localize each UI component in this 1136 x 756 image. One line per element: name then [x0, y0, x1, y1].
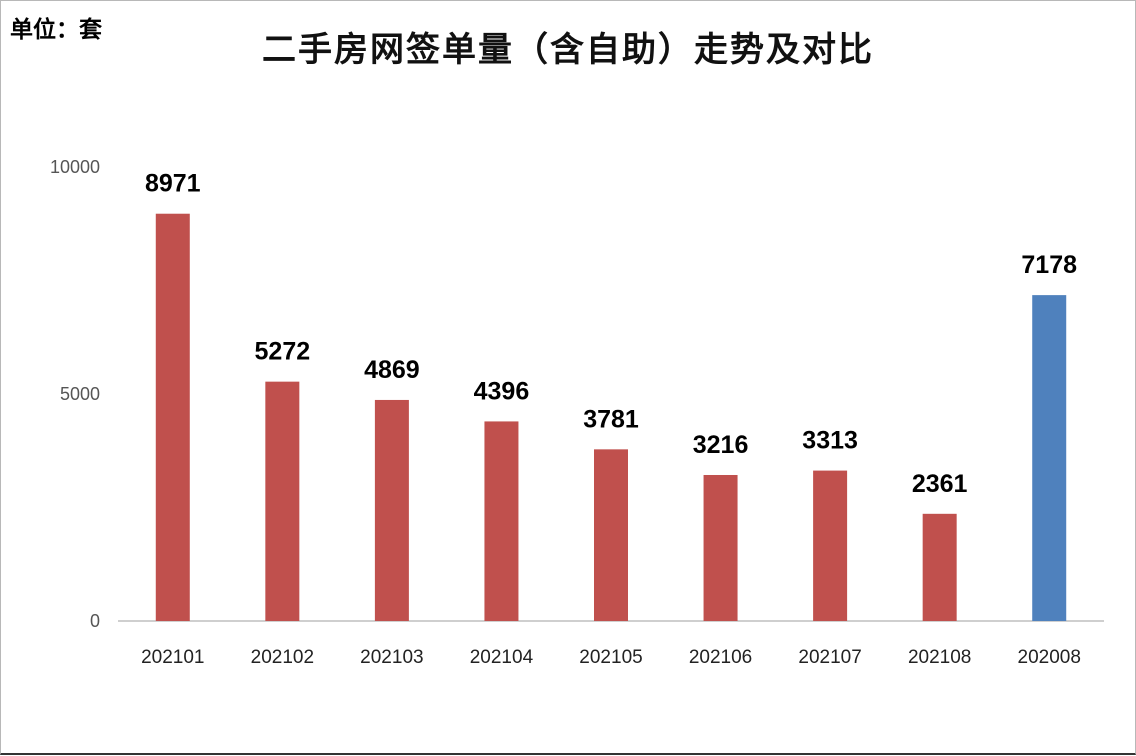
x-tick-label: 202008 — [1018, 647, 1081, 668]
y-tick-label: 5000 — [60, 384, 100, 404]
x-tick-label: 202104 — [470, 647, 534, 668]
bar — [1032, 295, 1067, 621]
data-label: 3313 — [802, 427, 858, 455]
bar — [265, 381, 300, 621]
y-tick-label: 10000 — [50, 157, 100, 177]
x-tick-label: 202108 — [908, 647, 971, 668]
data-label: 4869 — [364, 356, 420, 384]
bar — [813, 470, 848, 621]
chart-title: 二手房网签单量（含自助）走势及对比 — [262, 30, 874, 70]
bar — [594, 449, 628, 621]
x-tick-label: 202106 — [689, 647, 752, 668]
bar — [155, 213, 190, 621]
x-tick-label: 202105 — [579, 647, 642, 668]
x-tick-label: 202102 — [251, 647, 314, 668]
y-tick-label: 0 — [90, 611, 100, 631]
data-label: 8971 — [145, 170, 201, 198]
bar — [703, 474, 738, 621]
data-label: 3781 — [583, 405, 639, 433]
data-label: 5272 — [255, 338, 311, 366]
bar — [484, 421, 519, 621]
x-tick-label: 202101 — [141, 647, 204, 668]
unit-label: 单位：套 — [10, 17, 102, 43]
bar — [922, 513, 957, 621]
data-label: 3216 — [693, 431, 749, 459]
x-tick-label: 202103 — [360, 647, 423, 668]
data-label: 7178 — [1021, 251, 1077, 279]
bar — [374, 399, 409, 621]
data-label: 2361 — [912, 470, 968, 498]
data-label: 4396 — [474, 377, 530, 405]
x-tick-label: 202107 — [798, 647, 861, 668]
